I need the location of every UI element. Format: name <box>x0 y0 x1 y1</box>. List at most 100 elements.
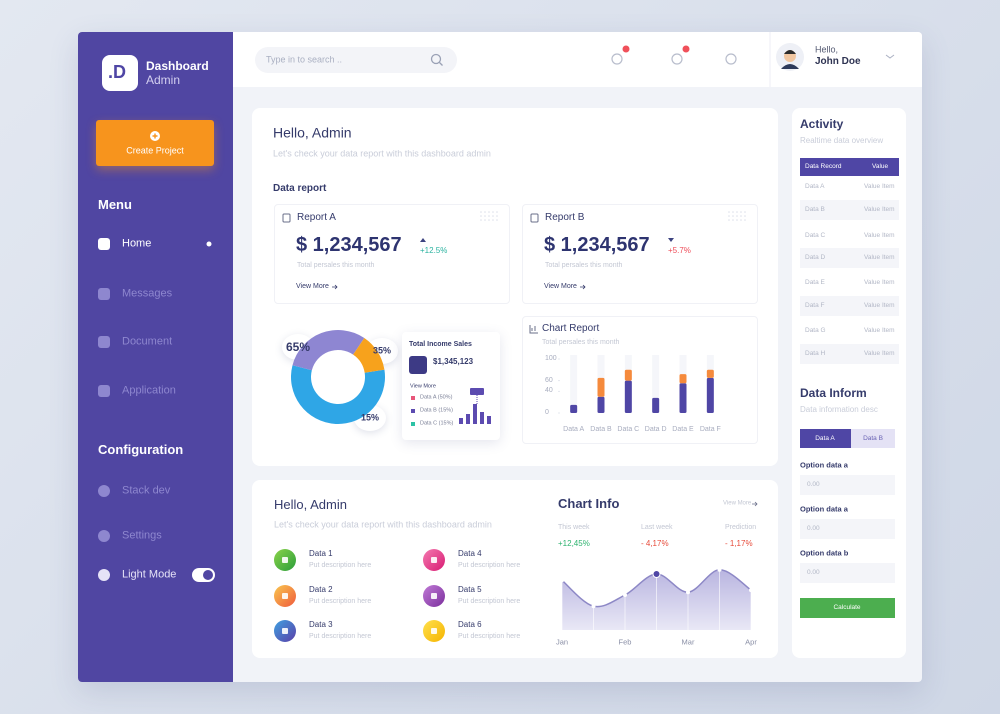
bar-chart-title: Chart Report <box>542 323 600 334</box>
table-cell: Value Item <box>864 279 895 287</box>
decor-dot <box>736 211 738 213</box>
legend-swatch <box>411 422 415 426</box>
income-icon <box>409 356 427 374</box>
income-legend-item: Data C (15%) <box>420 420 454 427</box>
report-amount: $ 1,234,567 <box>296 234 402 256</box>
menu-item[interactable]: Messages <box>122 287 173 300</box>
report-amount: $ 1,234,567 <box>544 234 650 256</box>
item-glyph <box>282 593 288 599</box>
notification-icon <box>671 53 683 65</box>
tab-label[interactable]: Data B <box>863 434 883 442</box>
bar-segment <box>570 404 578 413</box>
tab[interactable] <box>851 429 895 448</box>
table-row-bg <box>800 344 899 364</box>
item-name: Data 4 <box>458 549 482 559</box>
calculate-button[interactable] <box>800 598 895 618</box>
field-label: Option data b <box>800 548 849 558</box>
point <box>623 593 627 597</box>
report-link[interactable]: View More <box>296 282 329 290</box>
line-chart-link[interactable]: View More <box>723 500 752 507</box>
badge <box>682 45 690 53</box>
link-arrow <box>332 284 338 290</box>
report-name: Report A <box>297 212 336 223</box>
chart-icon <box>529 325 538 334</box>
table-cell: Data A <box>805 183 825 191</box>
decor-dot <box>488 211 490 213</box>
table-cell: Data H <box>805 350 826 358</box>
decor-dot <box>736 219 738 221</box>
item-glyph <box>282 557 288 563</box>
income-legend-item: Data B (15%) <box>420 407 454 414</box>
table-cell: Data F <box>805 302 825 310</box>
bar-segment <box>652 397 660 413</box>
field-value[interactable]: 0.00 <box>807 525 820 533</box>
config-item[interactable]: Stack dev <box>122 484 171 497</box>
menu-item[interactable]: Document <box>122 335 173 348</box>
link-arrow <box>580 284 586 290</box>
create-project-label[interactable]: Create Project <box>126 145 184 156</box>
point <box>749 588 753 593</box>
item-desc: Put description here <box>309 561 372 569</box>
tab-label[interactable]: Data A <box>815 434 835 442</box>
trend-up <box>420 238 426 242</box>
avatar-hair <box>784 50 796 54</box>
avatar-body <box>781 64 799 69</box>
report-note: Total persales this month <box>545 261 623 269</box>
field-value[interactable]: 0.00 <box>807 481 820 489</box>
item-glyph <box>431 593 437 599</box>
item-name: Data 3 <box>309 620 333 630</box>
activity-title: Activity <box>800 116 844 131</box>
config-item[interactable]: Settings <box>122 529 162 542</box>
legend-swatch <box>411 396 415 400</box>
report-note: Total persales this month <box>297 261 375 269</box>
brand-title: Dashboard <box>146 58 209 73</box>
search-box[interactable] <box>255 47 457 73</box>
stat-value: - 4,17% <box>641 539 669 549</box>
tab[interactable] <box>800 429 851 448</box>
stat-label: Last week <box>641 523 673 531</box>
item-name: Data 1 <box>309 549 333 559</box>
item-desc: Put description here <box>309 632 372 640</box>
field-value[interactable]: 0.00 <box>807 569 820 577</box>
bar-track <box>652 355 660 413</box>
search-placeholder[interactable]: Type in to search .. <box>266 54 343 65</box>
item-name: Data 6 <box>458 620 482 630</box>
point <box>717 567 722 572</box>
data-inform-title: Data Inform <box>800 385 867 400</box>
config-title: Configuration <box>98 442 184 458</box>
menu-item[interactable]: Application <box>122 384 176 397</box>
item-desc: Put description here <box>458 632 521 640</box>
field-input[interactable] <box>800 563 895 583</box>
y-tick-label: 60 <box>545 376 553 384</box>
chart-report-card <box>522 316 758 444</box>
bar-segment <box>679 374 687 384</box>
bar-segment <box>624 380 632 413</box>
report-card <box>522 204 758 304</box>
decor-dot <box>728 219 730 221</box>
x-tick-label: Data D <box>644 425 667 433</box>
x-tick-label: Mar <box>681 637 695 647</box>
donut-value-label: 65% <box>285 339 311 354</box>
income-link[interactable]: View More <box>410 383 436 390</box>
config-item[interactable]: Light Mode <box>122 568 177 581</box>
table-cell: Value Item <box>864 183 895 191</box>
config-icon <box>98 485 110 497</box>
menu-item[interactable]: Home <box>122 237 152 250</box>
mini-tag <box>470 388 484 395</box>
table-cell: Value Item <box>864 254 895 262</box>
decor-dot <box>492 211 494 213</box>
calculate-label[interactable]: Calculate <box>833 604 861 612</box>
field-input[interactable] <box>800 519 895 539</box>
donut-value-label: 35% <box>372 345 392 356</box>
field-label: Option data a <box>800 460 848 470</box>
message-icon <box>611 53 623 65</box>
report-link[interactable]: View More <box>544 282 577 290</box>
decor-dot <box>732 215 734 217</box>
table-row-bg <box>800 248 899 268</box>
decor-dot <box>744 219 746 221</box>
income-title: Total Income Sales <box>409 340 472 348</box>
search-handle <box>439 62 443 66</box>
field-input[interactable] <box>800 475 895 495</box>
bar-track <box>570 355 578 413</box>
create-project-button[interactable] <box>96 120 214 166</box>
